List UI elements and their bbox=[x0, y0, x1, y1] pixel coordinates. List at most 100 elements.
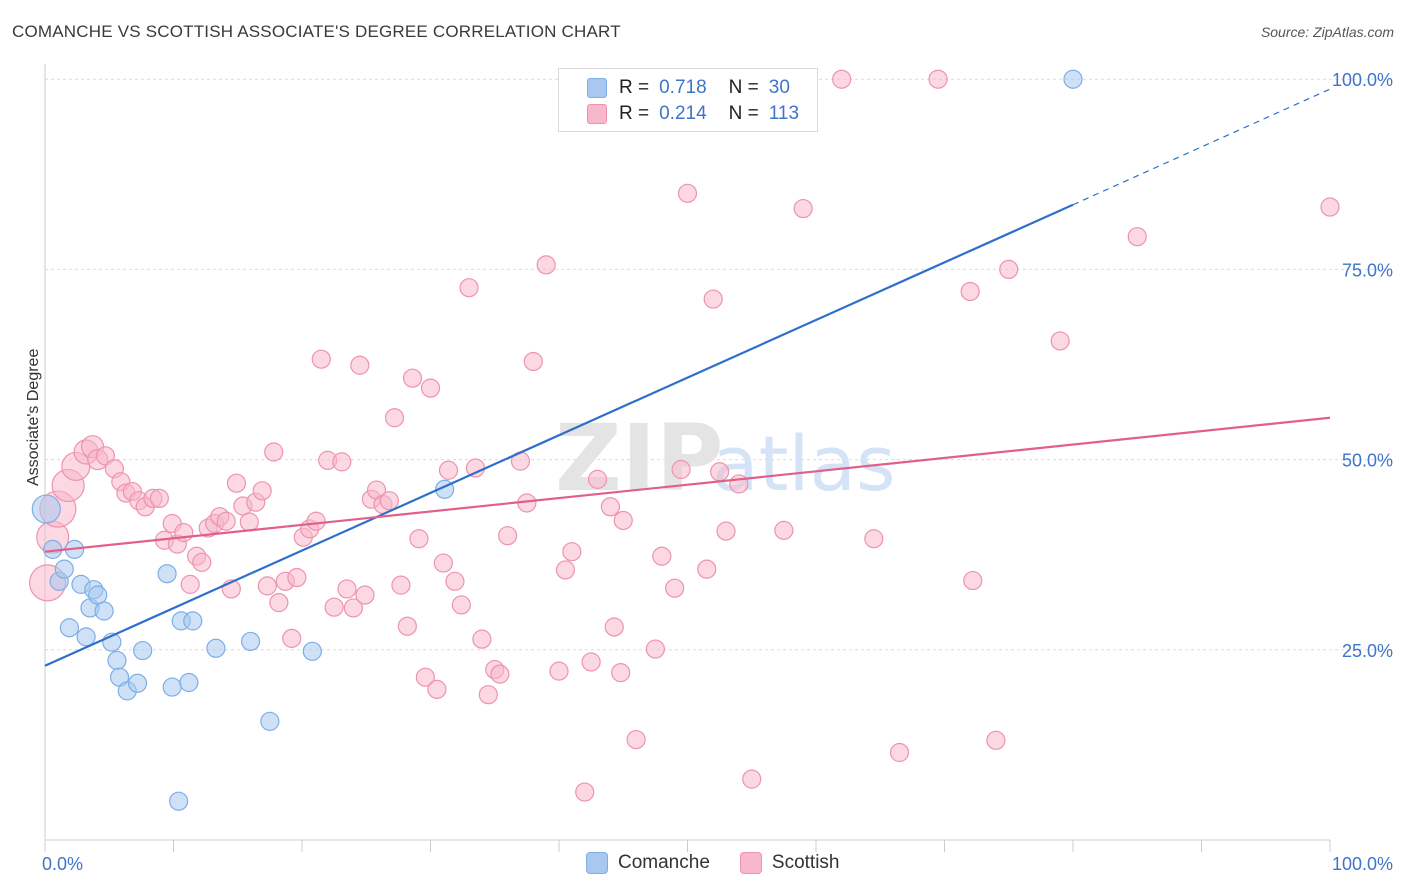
scottish-point bbox=[306, 511, 326, 531]
scottish-point bbox=[562, 542, 582, 562]
scottish-point bbox=[665, 578, 685, 598]
scottish-point bbox=[1127, 227, 1147, 247]
scottish-point bbox=[549, 661, 569, 681]
legend-item-scottish[interactable]: Scottish bbox=[739, 852, 840, 874]
scottish-point bbox=[451, 595, 471, 615]
scottish-point bbox=[287, 567, 307, 588]
scottish-point bbox=[963, 570, 983, 591]
scottish-point bbox=[269, 593, 289, 613]
scottish-point bbox=[581, 652, 601, 672]
scottish-point bbox=[324, 597, 344, 617]
scottish-point bbox=[1050, 331, 1070, 351]
comanche-point bbox=[76, 627, 96, 647]
scottish-point bbox=[604, 617, 624, 637]
comanche-point bbox=[94, 601, 114, 621]
legend-swatch-comanche bbox=[586, 852, 608, 874]
comanche-point bbox=[31, 494, 61, 524]
y-tick-label: 75.0% bbox=[1342, 260, 1393, 280]
legend-r-label: R = bbox=[619, 103, 650, 124]
scottish-point bbox=[239, 512, 259, 532]
legend-label-comanche: Comanche bbox=[618, 852, 710, 873]
y-axis-label: Associate's Degree bbox=[25, 348, 42, 486]
scottish-point bbox=[465, 458, 486, 478]
scottish-point bbox=[1320, 197, 1340, 217]
scottish-point bbox=[478, 685, 498, 705]
scottish-point bbox=[282, 628, 302, 648]
scottish-point bbox=[697, 559, 717, 579]
comanche-point bbox=[241, 631, 261, 652]
scottish-point bbox=[257, 576, 277, 596]
legend-n-label: N = bbox=[728, 77, 759, 98]
comanche-point bbox=[59, 618, 80, 638]
scottish-point bbox=[337, 579, 357, 599]
legend-swatch-comanche bbox=[587, 78, 607, 98]
legend-row-scottish: R = 0.214 N = 113 bbox=[587, 103, 799, 125]
y-tick-label: 50.0% bbox=[1342, 451, 1393, 471]
scottish-point bbox=[600, 497, 621, 517]
watermark-atlas: atlas bbox=[712, 419, 896, 508]
scottish-point bbox=[216, 511, 236, 531]
comanche-point bbox=[162, 677, 182, 697]
chart-source: Source: ZipAtlas.com bbox=[1260, 24, 1394, 40]
y-tick-label: 100.0% bbox=[1332, 70, 1393, 90]
comanche-point bbox=[157, 564, 177, 584]
scottish-point bbox=[355, 585, 375, 605]
watermark: ZIP atlas bbox=[555, 405, 896, 512]
comanche-point bbox=[54, 559, 74, 579]
tick-labels: 25.0% 50.0% 75.0% 100.0% 0.0% 100.0% bbox=[42, 70, 1393, 874]
legend-swatch-scottish bbox=[587, 104, 607, 124]
scottish-point bbox=[611, 663, 631, 683]
comanche-point bbox=[206, 638, 226, 658]
scottish-point bbox=[402, 368, 423, 388]
chart-title: COMANCHE VS SCOTTISH ASSOCIATE'S DEGREE … bbox=[12, 22, 621, 41]
comanche-point bbox=[107, 650, 127, 671]
scottish-point bbox=[677, 183, 698, 203]
scottish-point bbox=[986, 730, 1006, 750]
legend-row-comanche: R = 0.718 N = 30 bbox=[587, 77, 790, 99]
comanche-trend-line bbox=[44, 203, 1074, 667]
scottish-point bbox=[652, 546, 672, 566]
scottish-point bbox=[384, 408, 405, 428]
scottish-point bbox=[587, 469, 608, 489]
scottish-point bbox=[445, 571, 465, 591]
scottish-point bbox=[409, 529, 429, 549]
legend-r-label: R = bbox=[619, 77, 650, 98]
scottish-point bbox=[523, 351, 543, 372]
scottish-point bbox=[671, 459, 691, 480]
scottish-point bbox=[420, 378, 441, 398]
legend-r-value: 0.214 bbox=[659, 103, 707, 124]
scottish-point bbox=[498, 526, 518, 546]
scottish-point bbox=[379, 491, 399, 511]
scottish-point bbox=[180, 574, 200, 594]
scottish-point bbox=[415, 667, 435, 687]
comanche-point bbox=[169, 791, 189, 811]
scottish-point bbox=[472, 629, 492, 649]
scottish-trend-line bbox=[44, 416, 1331, 553]
scottish-point bbox=[889, 742, 910, 763]
comanche-point bbox=[260, 711, 280, 731]
legend-n-label: N = bbox=[728, 103, 759, 124]
y-tick-label: 25.0% bbox=[1342, 641, 1393, 661]
scottish-point bbox=[536, 255, 556, 275]
scottish-point bbox=[490, 664, 510, 684]
x-tick-label: 0.0% bbox=[42, 854, 83, 874]
legend-item-comanche[interactable]: Comanche bbox=[586, 852, 710, 874]
scottish-point bbox=[438, 460, 459, 480]
legend-n-value: 30 bbox=[768, 77, 790, 98]
scottish-point bbox=[391, 575, 411, 595]
scottish-point bbox=[774, 520, 794, 540]
scottish-point bbox=[742, 769, 762, 789]
legend-label-scottish: Scottish bbox=[771, 852, 840, 873]
legend-r-value: 0.718 bbox=[659, 77, 707, 98]
scottish-point bbox=[626, 729, 646, 750]
watermark-zip: ZIP bbox=[555, 405, 723, 512]
trend-lines bbox=[44, 88, 1331, 667]
scottish-point bbox=[793, 198, 813, 219]
comanche-point bbox=[1063, 69, 1083, 89]
scottish-point bbox=[264, 442, 284, 462]
scottish-point bbox=[703, 289, 723, 309]
correlation-legend: R = 0.718 N = 30 R = 0.214 N = 113 bbox=[558, 68, 818, 132]
scottish-point bbox=[575, 782, 595, 802]
comanche-point bbox=[88, 585, 108, 605]
